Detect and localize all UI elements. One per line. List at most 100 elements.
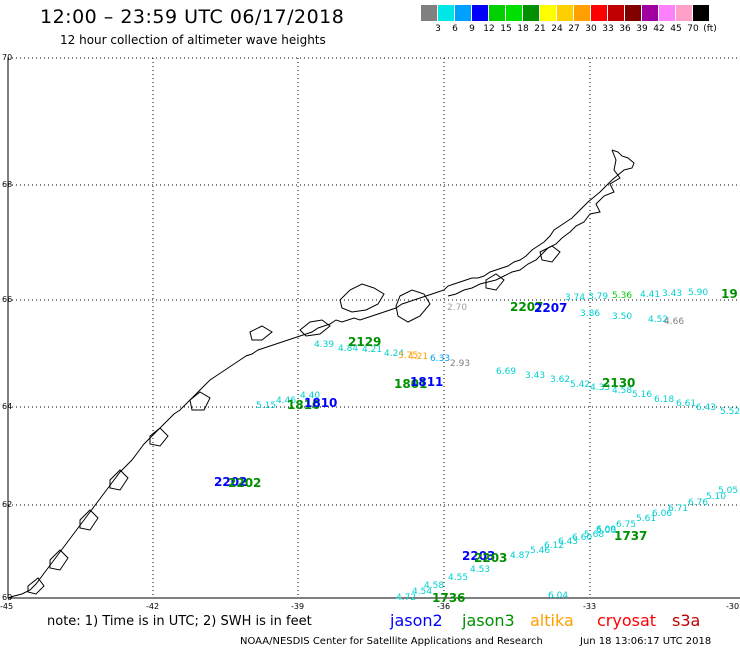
color-swatch <box>693 5 710 21</box>
color-scale-label: 36 <box>619 24 631 34</box>
pass-time-label: 1810 <box>287 398 320 412</box>
wave-height-label: 4.33 <box>590 383 610 393</box>
wave-height-label: 3.50 <box>612 312 632 322</box>
page-title: 12:00 – 23:59 UTC 06/17/2018 <box>40 6 345 28</box>
color-scale-label: 18 <box>517 24 529 34</box>
lon-label: -33 <box>583 602 596 611</box>
wave-height-label: 5.16 <box>632 390 652 400</box>
wave-height-label: 5.00 <box>596 526 616 536</box>
wave-height-label: 4.39 <box>314 340 334 350</box>
wave-height-label: 4.41 <box>640 290 660 300</box>
pass-time-label: 2203 <box>462 549 495 563</box>
wave-height-label: 6.61 <box>676 399 696 409</box>
wave-height-label: 5.36 <box>612 291 632 301</box>
pass-time-label: 2202 <box>214 475 247 489</box>
wave-height-label: 4.84 <box>338 344 358 354</box>
wave-height-label: 4.54 <box>412 587 432 597</box>
coastline <box>7 149 635 599</box>
color-swatch <box>659 5 676 21</box>
wave-height-label: 6.43 <box>558 537 578 547</box>
lat-label: 68 <box>2 180 12 189</box>
color-scale-label: 9 <box>469 24 475 34</box>
wave-height-label: 6.76 <box>688 498 708 508</box>
wave-height-label: 6.71 <box>668 504 688 514</box>
wave-height-label: 3.62 <box>550 375 570 385</box>
pass-time-label: 2129 <box>348 335 381 349</box>
wave-height-label: 2.93 <box>450 359 470 369</box>
wave-height-label: 6.60 <box>572 533 592 543</box>
satellite-jason2: jason2 <box>390 611 443 630</box>
lon-label: -45 <box>0 602 13 611</box>
wave-height-label: 5.05 <box>718 486 738 496</box>
pass-time-label: 2130 <box>602 376 635 390</box>
wave-height-label: 4.87 <box>510 551 530 561</box>
lon-label: -30 <box>726 602 739 611</box>
pass-time-label: 1811 <box>410 375 443 389</box>
wave-height-label: 4.52 <box>648 315 668 325</box>
wave-height-label: 2.70 <box>447 303 467 313</box>
color-scale-label: (ft) <box>703 24 717 34</box>
pass-time-label: 2202 <box>228 476 261 490</box>
lon-label: -36 <box>437 602 450 611</box>
color-scale-label: 15 <box>500 24 512 34</box>
wave-height-label: 5.61 <box>636 514 656 524</box>
color-swatch <box>557 5 574 21</box>
wave-track-middle: 5.15 4.46 4.40 6.69 3.43 3.62 5.42 4.33 … <box>256 367 740 417</box>
wave-height-label: 3.43 <box>662 289 682 299</box>
wave-height-label: 4.21 <box>362 345 382 355</box>
satellite-s3a: s3a <box>672 611 701 630</box>
color-swatch <box>438 5 455 21</box>
wave-height-label: 5.10 <box>706 492 726 502</box>
wave-height-label: 5.46 <box>530 546 550 556</box>
color-swatch <box>574 5 591 21</box>
wave-height-label: 4.66 <box>664 317 684 327</box>
color-scale-label: 21 <box>534 24 546 34</box>
color-swatch <box>540 5 557 21</box>
lat-label: 70 <box>2 53 12 62</box>
wave-height-label: 4.72 <box>396 593 416 603</box>
color-scale-label: 12 <box>483 24 495 34</box>
color-scale-label: 39 <box>636 24 648 34</box>
wave-height-label: 6.69 <box>496 367 516 377</box>
color-scale-label: 24 <box>551 24 563 34</box>
wave-height-label: 4.53 <box>470 565 490 575</box>
pass-time-label: 1737 <box>614 529 647 543</box>
lat-label: 62 <box>2 500 12 509</box>
wave-height-label: 6.18 <box>654 395 674 405</box>
color-swatch <box>489 5 506 21</box>
color-scale-label: 30 <box>585 24 597 34</box>
wave-height-label: 3.86 <box>580 309 600 319</box>
pass-time-label: 1801 <box>394 377 427 391</box>
color-swatch <box>625 5 642 21</box>
lat-label: 64 <box>2 402 12 411</box>
color-scale-label: 70 <box>687 24 699 34</box>
color-scale-label: 6 <box>452 24 458 34</box>
color-swatch <box>421 5 438 21</box>
wave-height-label: 4.24 <box>384 349 404 359</box>
color-swatch <box>472 5 489 21</box>
wave-height-label: 3.43 <box>525 371 545 381</box>
satellite-jason3: jason3 <box>462 611 515 630</box>
wave-height-label: 3.74 <box>565 293 585 303</box>
wave-height-label: 6.12 <box>544 541 564 551</box>
pass-time-label: 1810 <box>304 396 337 410</box>
wave-height-label: 3.79 <box>588 292 608 302</box>
wave-height-label: 5.68 <box>584 530 604 540</box>
color-swatch <box>455 5 472 21</box>
satellite-cryosat: cryosat <box>597 611 657 630</box>
wave-height-label: 4.58 <box>612 386 632 396</box>
credit-timestamp: Jun 18 13:06:17 UTC 2018 <box>580 636 712 647</box>
wave-height-label: 4.46 <box>276 396 296 406</box>
wave-height-label: 6.75 <box>616 520 636 530</box>
pass-time-label: 2207 <box>510 300 543 314</box>
wave-height-label: 5.52 <box>720 407 740 417</box>
legend-note: note: 1) Time is in UTC; 2) SWH is in fe… <box>0 611 740 635</box>
color-scale-label: 45 <box>670 24 682 34</box>
pass-time-label: 2207 <box>534 301 567 315</box>
wave-height-label: 5.90 <box>688 288 708 298</box>
satellite-altika: altika <box>530 611 574 630</box>
wave-track-upper: 4.39 4.84 4.21 4.24 3.75 4.21 6.33 2129 <box>314 335 450 364</box>
pass-time-label: 1736 <box>432 591 465 605</box>
